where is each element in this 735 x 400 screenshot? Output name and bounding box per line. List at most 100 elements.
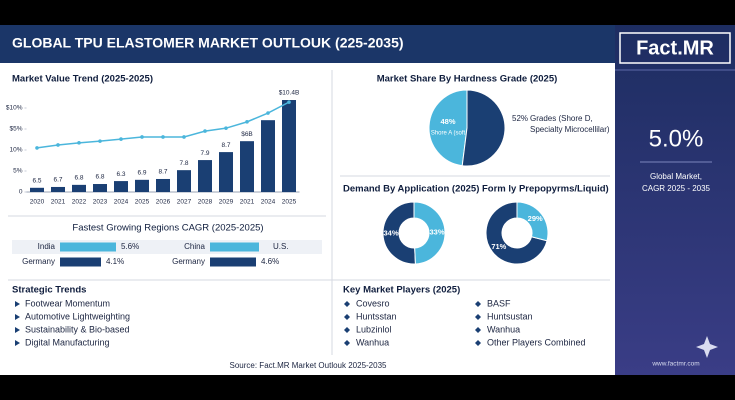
- x-tick-label: 2021: [240, 199, 255, 206]
- side-panel: [615, 25, 735, 375]
- value-label: 4.1%: [106, 257, 124, 266]
- value-label: 71%: [491, 242, 506, 251]
- bar-label: 6.9: [137, 170, 146, 177]
- bar-label: 8.7: [158, 169, 167, 176]
- x-tick-label: 2020: [30, 199, 45, 206]
- donut-segment: [485, 201, 548, 265]
- bar: [240, 141, 254, 192]
- line-point: [161, 135, 165, 139]
- header-bar: [0, 25, 615, 63]
- bar: [210, 242, 259, 252]
- line-point: [245, 120, 249, 124]
- value-label: 33%: [429, 227, 444, 236]
- x-tick-label: 2023: [93, 199, 108, 206]
- x-tick-label: 2022: [72, 199, 87, 206]
- line-point: [98, 139, 102, 143]
- line-point: [35, 146, 39, 150]
- bar: [156, 178, 170, 192]
- section-title: Key Market Players (2025): [343, 285, 460, 296]
- line-point: [266, 111, 270, 115]
- bar: [219, 152, 233, 192]
- chart-title: Fastest Growing Regions CAGR (2025-2025): [72, 223, 263, 234]
- bar: [198, 160, 212, 192]
- main-panel: [0, 25, 615, 375]
- x-tick-label: 2029: [219, 199, 234, 206]
- bullet: [475, 327, 481, 333]
- bullet: [475, 314, 481, 320]
- category-text: Grades (Shore D, Specialty Microcellilar…: [530, 114, 610, 134]
- bar: [72, 184, 86, 192]
- value-label: 4.6%: [261, 257, 279, 266]
- player-item: Wanhua: [487, 324, 520, 334]
- chart-title: Demand By Application (2025): [343, 184, 479, 195]
- donut-segment: [382, 201, 416, 265]
- donut-segment: [516, 201, 549, 242]
- player-item: Lubzinlol: [356, 324, 392, 334]
- y-tick-label: $10%: [6, 105, 23, 112]
- player-item: BASF: [487, 298, 511, 308]
- y-tick-label: 0: [19, 189, 23, 196]
- line-point: [119, 137, 123, 141]
- x-tick-label: 2027: [177, 199, 192, 206]
- bar-label: $10.4B: [279, 90, 300, 97]
- bullet: [15, 340, 20, 346]
- bar-label: 6.8: [95, 174, 104, 181]
- chart-title: Market Share By Hardness Grade (2025): [377, 74, 558, 85]
- value-label: 5.6%: [121, 242, 139, 251]
- pie-slice: [428, 89, 468, 167]
- value-label: 34%: [383, 229, 398, 238]
- bullet: [344, 340, 350, 346]
- bar-label: 6.7: [53, 177, 62, 184]
- bar-label: 7.8: [179, 160, 188, 167]
- pie-slice: [461, 89, 506, 167]
- trend-item: Digital Manufacturing: [25, 337, 110, 347]
- bar-label: 6.5: [32, 178, 41, 185]
- cagr-label: CAGR 2025 - 2035: [642, 184, 711, 193]
- x-tick-label: 2028: [198, 199, 213, 206]
- player-item: Wanhua: [356, 337, 389, 347]
- chart-title: Market Value Trend (2025-2025): [12, 74, 153, 85]
- bar-label: 8.7: [221, 142, 230, 149]
- chart-title: Form ly Prepopyrms/Liquid): [482, 184, 609, 195]
- category-label: Germany: [172, 257, 205, 266]
- x-tick-label: 2021: [51, 199, 66, 206]
- x-tick-label: 2025: [135, 199, 150, 206]
- category-label: Germany: [22, 257, 55, 266]
- x-tick-label: 2024: [261, 199, 276, 206]
- section-title: Strategic Trends: [12, 285, 86, 296]
- y-tick-label: 5%: [13, 168, 23, 175]
- logo-box: [619, 32, 731, 64]
- bullet: [15, 327, 20, 333]
- line-point: [287, 100, 291, 104]
- bar: [60, 242, 116, 252]
- website: www.factmr.com: [651, 361, 699, 368]
- sparkle-icon: [696, 336, 718, 358]
- line-point: [182, 135, 186, 139]
- donut-segment: [413, 201, 446, 265]
- bar-label: 6.8: [74, 175, 83, 182]
- bar: [177, 170, 191, 192]
- line-point: [224, 126, 228, 130]
- trend-item: Sustainability & Bio-based: [25, 324, 130, 334]
- bar: [93, 184, 107, 192]
- cagr-value: 5.0%: [649, 125, 704, 152]
- bullet: [475, 301, 481, 307]
- cagr-label: Global Market,: [650, 172, 702, 181]
- player-item: Huntsstan: [356, 311, 397, 321]
- bar-label: $6B: [241, 131, 253, 138]
- player-item: Huntsustan: [487, 311, 533, 321]
- line-point: [140, 135, 144, 139]
- source: Source: Fact.MR Market Outlouk 2025-2035: [230, 361, 388, 370]
- y-tick-label: $5%: [9, 126, 22, 133]
- trend-item: Automotive Lightweighting: [25, 311, 130, 321]
- line-point: [203, 129, 207, 133]
- x-tick-label: 2026: [156, 199, 171, 206]
- x-tick-label: 2024: [114, 199, 129, 206]
- bar-label: 6.3: [116, 171, 125, 178]
- value-label: 29%: [528, 214, 543, 223]
- bullet: [344, 314, 350, 320]
- bullet: [15, 301, 20, 307]
- player-item: Other Players Combined: [487, 337, 586, 347]
- bar: [282, 100, 296, 192]
